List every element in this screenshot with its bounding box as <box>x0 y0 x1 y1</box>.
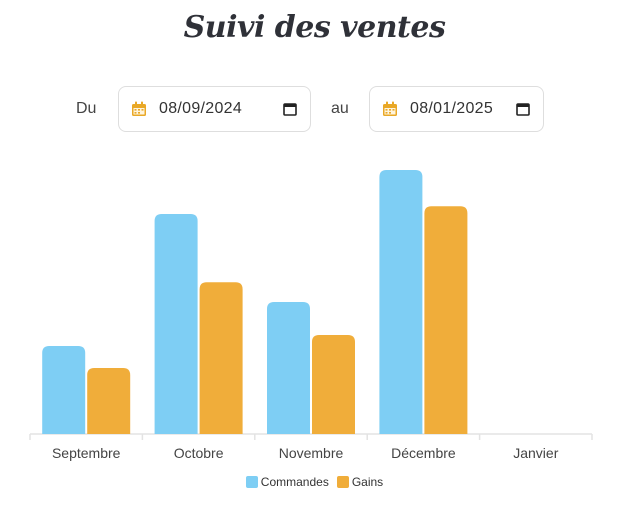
bar-gains-0[interactable] <box>87 368 131 434</box>
bar-commandes-3[interactable] <box>379 170 423 434</box>
from-date-value: 08/09/2024 <box>159 100 243 117</box>
sales-bar-chart: Septembre Octobre Novembre Décembre Janvier <box>0 140 629 509</box>
x-tick-label: Janvier <box>513 445 558 461</box>
to-label: au <box>331 100 349 117</box>
bar-commandes-1[interactable] <box>154 214 198 434</box>
legend-swatch <box>336 476 349 489</box>
bar-gains-3[interactable] <box>424 206 468 434</box>
chart-canvas: Septembre Octobre Novembre Décembre Janvier <box>29 170 593 461</box>
legend-swatch <box>245 476 258 489</box>
bar-gains-1[interactable] <box>199 282 243 434</box>
x-tick-label: Octobre <box>174 445 224 461</box>
x-tick-label: Novembre <box>279 445 344 461</box>
x-tick-label: Décembre <box>391 445 456 461</box>
legend-item-commandes[interactable]: Commandes <box>245 474 329 490</box>
legend-item-gains[interactable]: Gains <box>336 474 384 490</box>
from-label: Du <box>76 100 97 117</box>
calendar-icon <box>383 101 397 116</box>
legend-label: Commandes <box>260 475 329 490</box>
calendar-icon <box>132 101 146 116</box>
legend-label: Gains <box>351 475 384 490</box>
calendar-picker-icon[interactable] <box>516 102 530 116</box>
to-date-value: 08/01/2025 <box>410 100 494 117</box>
page-title: Suivi des ventes <box>183 10 446 45</box>
from-date-input[interactable]: 08/09/2024 <box>118 86 311 132</box>
calendar-picker-icon[interactable] <box>283 102 297 116</box>
chart-legend: Commandes Gains <box>0 474 629 489</box>
bar-gains-2[interactable] <box>312 335 355 434</box>
date-range-filter: Du 08/09/2024 au <box>0 86 629 134</box>
bar-commandes-2[interactable] <box>267 302 310 434</box>
x-tick-label: Septembre <box>52 445 121 461</box>
to-date-input[interactable]: 08/01/2025 <box>369 86 544 132</box>
bar-commandes-0[interactable] <box>42 346 86 434</box>
